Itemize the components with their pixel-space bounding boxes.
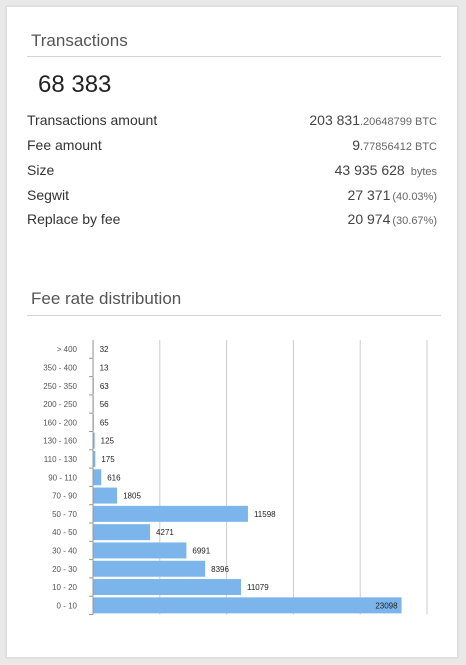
value-label: 23098 xyxy=(375,601,398,610)
value-label: 1805 xyxy=(123,492,141,501)
value-label: 175 xyxy=(101,455,115,464)
category-label: 250 - 350 xyxy=(43,382,77,391)
category-label: 0 - 10 xyxy=(57,601,78,610)
value-label: 13 xyxy=(100,363,109,372)
bar xyxy=(93,450,96,467)
bar xyxy=(93,542,187,559)
value-label: 11598 xyxy=(254,510,276,519)
category-label: 30 - 40 xyxy=(52,546,77,555)
stat-value: 27 371 (40.03%) xyxy=(348,187,437,203)
stat-unit: BTC xyxy=(415,141,437,153)
category-label: 70 - 90 xyxy=(52,492,77,501)
stat-value: 203 831.20648799 BTC xyxy=(309,112,437,128)
stat-replace-by-fee: Replace by fee 20 974 (30.67%) xyxy=(27,211,437,231)
stat-value-decimals: .77856412 xyxy=(360,141,412,153)
category-label: > 400 xyxy=(57,345,78,354)
stat-value-main: 27 371 xyxy=(347,187,391,203)
category-label: 20 - 30 xyxy=(52,565,77,574)
stat-value-main: 9 xyxy=(352,137,360,153)
value-label: 11079 xyxy=(247,583,269,592)
value-label: 8396 xyxy=(211,565,229,574)
stat-value: 43 935 628 bytes xyxy=(335,162,437,178)
stat-size: Size 43 935 628 bytes xyxy=(27,162,437,182)
stat-label: Segwit xyxy=(27,187,70,203)
value-label: 32 xyxy=(100,345,109,354)
stat-value: 9.77856412 BTC xyxy=(352,137,437,153)
bar xyxy=(93,505,248,522)
category-label: 350 - 400 xyxy=(43,363,77,372)
stat-percent: (40.03%) xyxy=(392,191,437,203)
value-label: 65 xyxy=(100,418,109,427)
category-label: 200 - 250 xyxy=(43,400,77,409)
transaction-count: 68 383 xyxy=(38,71,112,98)
bar xyxy=(93,524,151,541)
bar xyxy=(93,579,242,596)
stat-unit: bytes xyxy=(410,166,437,178)
category-label: 50 - 70 xyxy=(52,510,77,519)
category-label: 10 - 20 xyxy=(52,583,77,592)
value-label: 125 xyxy=(101,437,115,446)
stat-unit: BTC xyxy=(415,116,437,128)
stat-transactions-amount: Transactions amount 203 831.20648799 BTC xyxy=(27,112,437,132)
value-label: 4271 xyxy=(156,528,174,537)
value-label: 63 xyxy=(100,382,109,391)
bar xyxy=(93,597,402,614)
value-label: 6991 xyxy=(192,546,210,555)
fee-rate-chart: > 400 32 350 - 400 13 250 - 350 63 200 - 250 56… xyxy=(43,340,428,615)
category-label: 130 - 160 xyxy=(43,437,77,446)
stat-value: 20 974 (30.67%) xyxy=(348,211,437,227)
stat-value-decimals: .20648799 xyxy=(360,116,412,128)
stat-label: Size xyxy=(27,162,55,178)
transactions-card: Transactions 68 383 Transactions amount … xyxy=(6,6,458,658)
category-label: 40 - 50 xyxy=(52,528,77,537)
stat-label: Transactions amount xyxy=(27,112,158,128)
bar xyxy=(93,487,118,504)
bar xyxy=(93,560,206,577)
value-label: 56 xyxy=(100,400,109,409)
transactions-divider xyxy=(27,56,441,57)
stat-label: Replace by fee xyxy=(27,211,121,227)
stat-value-main: 20 974 xyxy=(347,211,391,227)
stat-label: Fee amount xyxy=(27,137,102,153)
stat-percent: (30.67%) xyxy=(392,215,437,227)
stat-value-main: 43 935 628 xyxy=(334,162,405,178)
fee-distribution-title: Fee rate distribution xyxy=(31,289,182,308)
bar xyxy=(93,469,102,486)
stat-fee-amount: Fee amount 9.77856412 BTC xyxy=(27,137,437,157)
category-label: 110 - 130 xyxy=(44,455,78,464)
category-label: 90 - 110 xyxy=(48,473,77,482)
bar xyxy=(93,432,95,449)
transactions-title: Transactions xyxy=(31,31,128,50)
category-label: 160 - 200 xyxy=(43,418,77,427)
stat-value-main: 203 831 xyxy=(309,112,360,128)
value-label: 616 xyxy=(107,473,121,482)
stat-segwit: Segwit 27 371 (40.03%) xyxy=(27,187,437,207)
fee-distribution-divider xyxy=(27,315,441,316)
